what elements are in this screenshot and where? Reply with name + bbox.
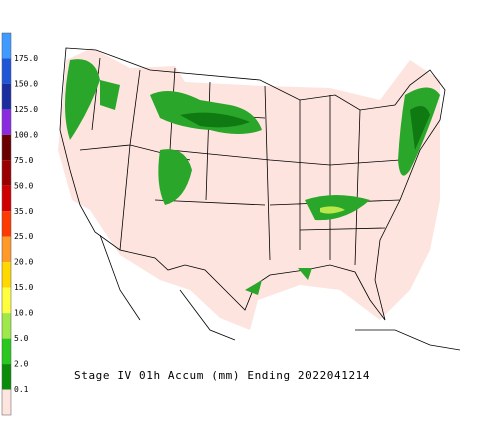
legend-label: 5.0 bbox=[14, 334, 29, 343]
coverage bbox=[58, 48, 440, 330]
legend-label: 25.0 bbox=[14, 232, 33, 241]
color-swatch bbox=[2, 185, 11, 212]
color-bar: 175.0 150.0 125.0 100.0 75.0 50.0 35.0 25.0 20.0… bbox=[1, 32, 38, 416]
legend-label: 35.0 bbox=[14, 207, 33, 216]
color-swatch bbox=[2, 389, 11, 415]
legend-label: 2.0 bbox=[14, 360, 29, 369]
map-area bbox=[58, 47, 461, 351]
legend-label: 20.0 bbox=[14, 258, 33, 267]
legend-label: 125.0 bbox=[14, 105, 38, 114]
legend-label: 10.0 bbox=[14, 309, 33, 318]
legend-label: 15.0 bbox=[14, 283, 33, 292]
color-bar-frame bbox=[1, 32, 12, 416]
color-swatch bbox=[2, 109, 11, 135]
color-swatch bbox=[2, 236, 11, 263]
color-swatch bbox=[2, 211, 11, 237]
color-swatch bbox=[2, 313, 11, 339]
legend-label: 150.0 bbox=[14, 79, 38, 88]
color-swatch bbox=[2, 160, 11, 186]
color-swatch bbox=[2, 338, 11, 365]
precip bbox=[65, 59, 440, 295]
legend-label: 100.0 bbox=[14, 130, 38, 139]
color-swatch bbox=[2, 83, 11, 110]
legend-label: 175.0 bbox=[14, 54, 38, 63]
color-swatch bbox=[2, 134, 11, 161]
caption: Stage IV 01h Accum (mm) Ending 202204121… bbox=[74, 369, 370, 382]
legend-label: 75.0 bbox=[14, 156, 33, 165]
legend-label: 50.0 bbox=[14, 181, 33, 190]
color-swatch bbox=[2, 364, 11, 390]
color-swatch bbox=[2, 58, 11, 84]
color-swatch bbox=[2, 33, 11, 59]
color-swatch bbox=[2, 262, 11, 288]
mexico-coast bbox=[99, 234, 461, 351]
color-swatch bbox=[2, 287, 11, 314]
legend-label: 0.1 bbox=[14, 385, 29, 394]
